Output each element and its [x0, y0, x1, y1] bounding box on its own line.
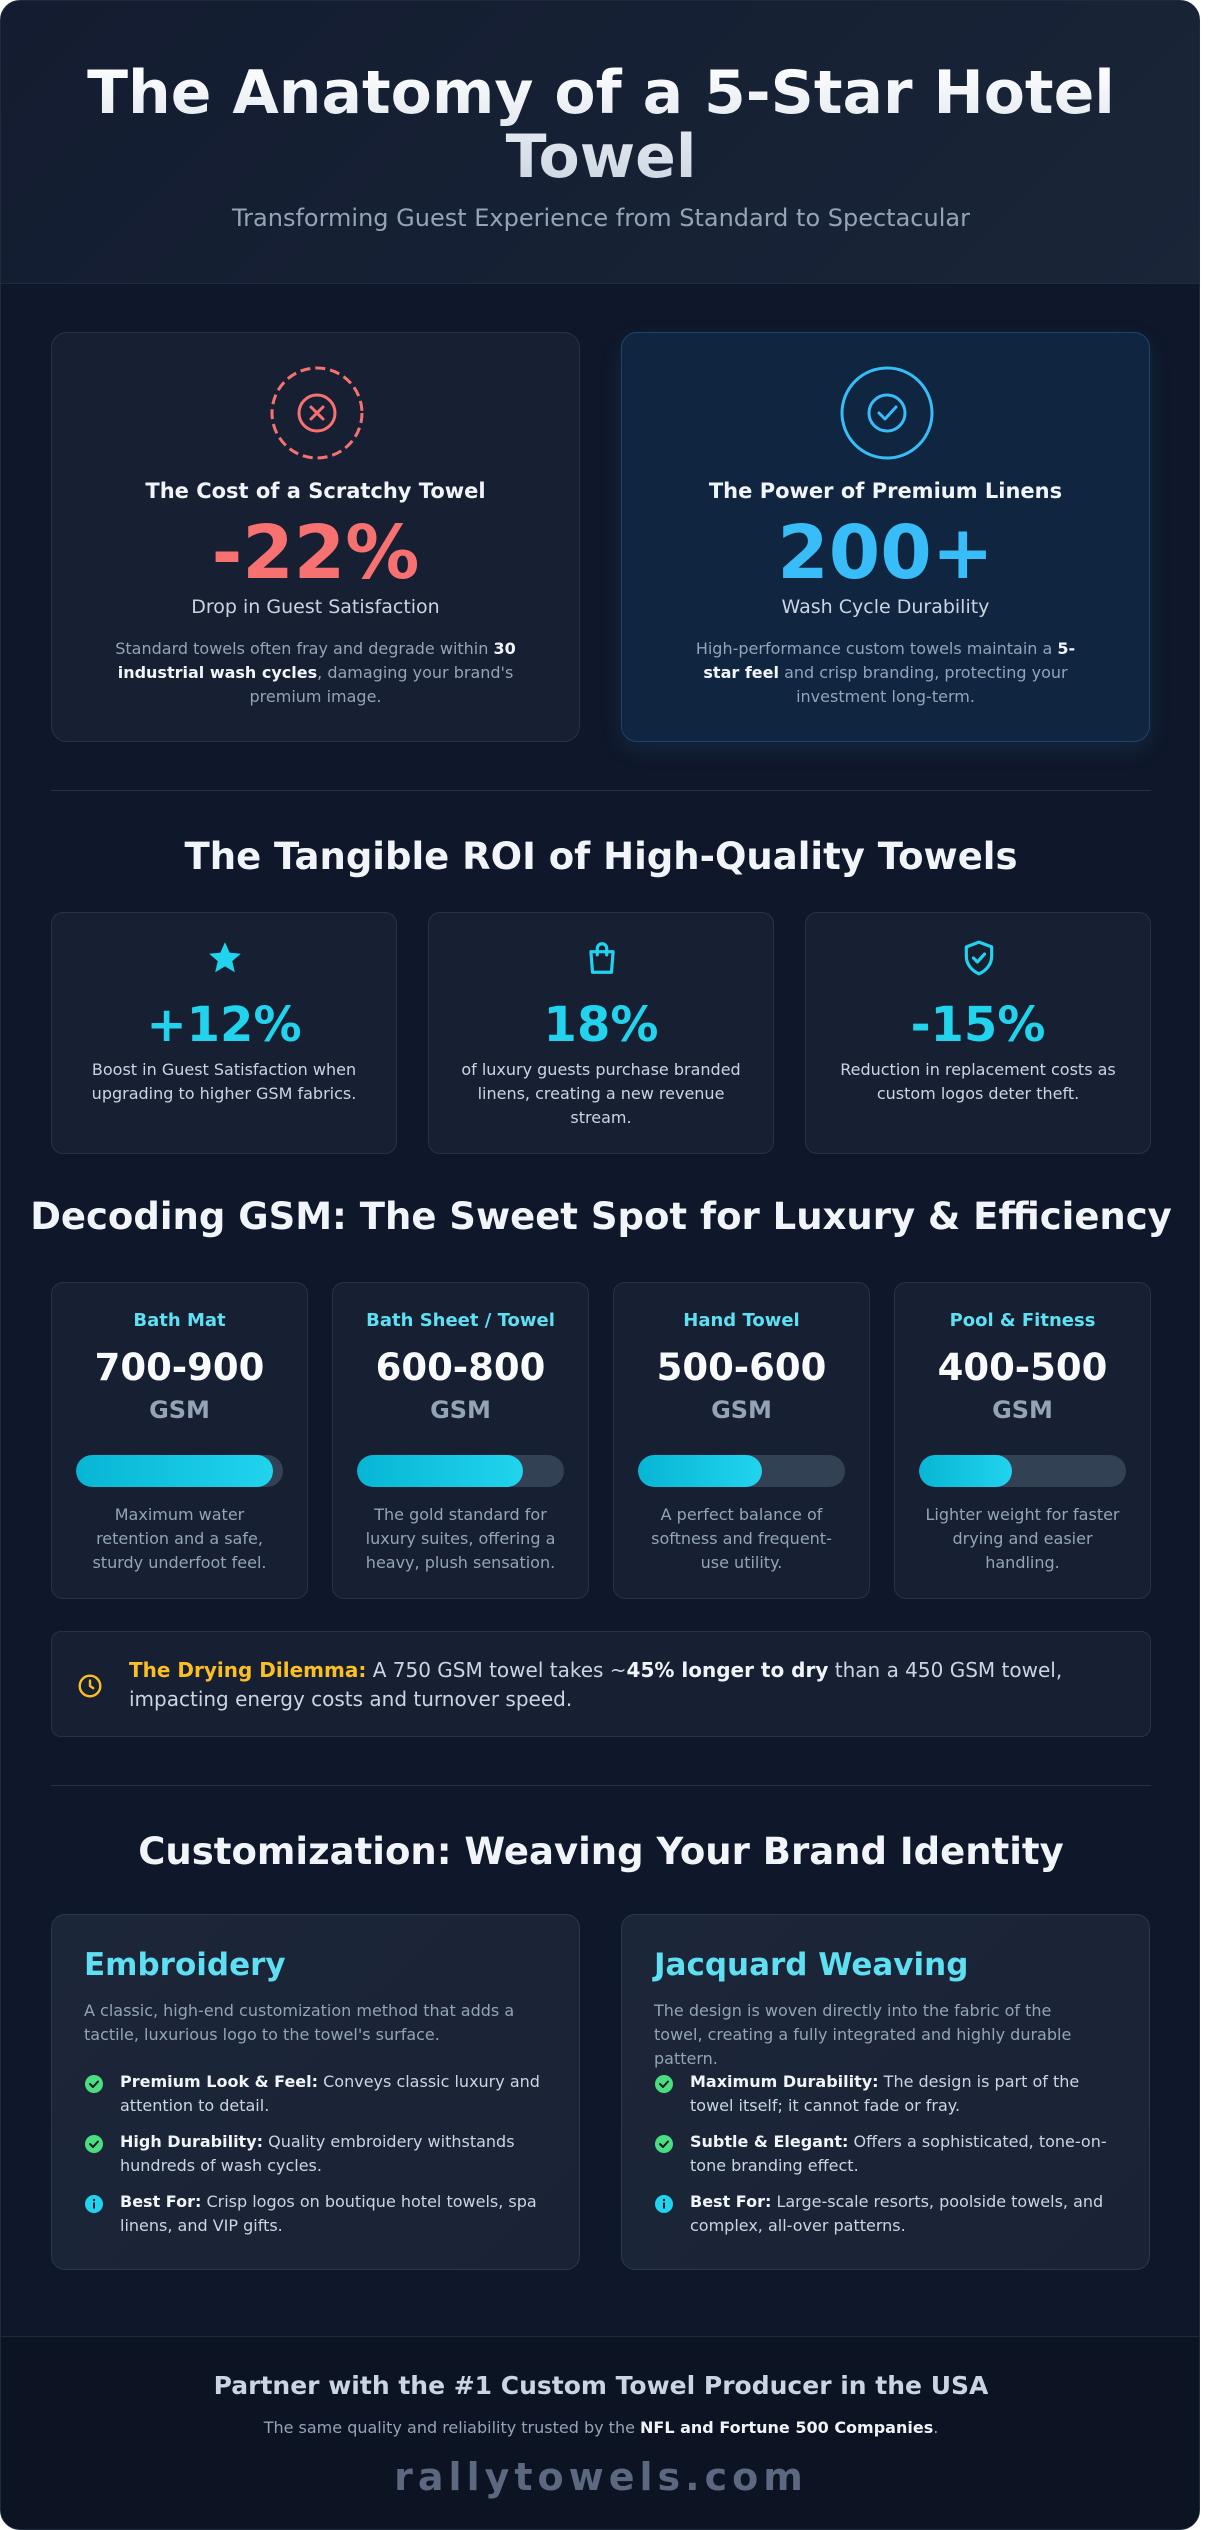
gsm-card-text: The gold standard for luxury suites, off…	[365, 1505, 556, 1572]
cost-card-title: The Cost of a Scratchy Towel	[145, 479, 486, 503]
roi-text: of luxury guests purchase branded linens…	[461, 1060, 741, 1127]
cost-card: The Cost of a Scratchy Towel -22% Drop i…	[51, 332, 580, 742]
power-card-title: The Power of Premium Linens	[708, 479, 1063, 503]
divider	[51, 1785, 1151, 1786]
page-title: The Anatomy of a 5-Star Hotel Towel	[81, 61, 1121, 189]
method-title: Embroidery	[84, 1947, 286, 1983]
shield-check-icon	[964, 940, 994, 976]
feature-item: Subtle & Elegant: Offers a sophisticated…	[654, 2130, 1119, 2178]
gsm-level-bar	[357, 1455, 564, 1487]
roi-text: Reduction in replacement costs as custom…	[840, 1060, 1116, 1103]
gsm-card-text: A perfect balance of softness and freque…	[651, 1505, 832, 1572]
header: The Anatomy of a 5-Star Hotel Towel Tran…	[1, 1, 1199, 284]
method-description: A classic, high-end customization method…	[84, 2001, 515, 2044]
gsm-card: Hand Towel 500-600 GSM A perfect balance…	[613, 1282, 870, 1599]
footer-title: Partner with the #1 Custom Towel Produce…	[213, 2371, 989, 2400]
page-subtitle: Transforming Guest Experience from Stand…	[232, 204, 970, 232]
method-title: Jacquard Weaving	[654, 1947, 969, 1983]
gsm-card-range: 500-600	[656, 1346, 827, 1389]
gsm-card-unit: GSM	[992, 1396, 1053, 1424]
gsm-level-fill	[919, 1455, 1013, 1487]
gsm-card-range: 400-500	[937, 1346, 1108, 1389]
cost-card-value: -22%	[211, 510, 420, 596]
feature-item: High Durability: Quality embroidery with…	[84, 2130, 549, 2178]
feature-item: Best For: Crisp logos on boutique hotel …	[84, 2190, 549, 2238]
roi-card: -15% Reduction in replacement costs as c…	[805, 912, 1151, 1154]
star-icon	[209, 942, 241, 973]
shopping-bag-icon	[589, 942, 615, 974]
gsm-level-fill	[638, 1455, 763, 1487]
roi-card: +12% Boost in Guest Satisfaction when up…	[51, 912, 397, 1154]
cost-card-description: Standard towels often fray and degrade w…	[115, 639, 516, 706]
gsm-level-bar	[76, 1455, 283, 1487]
gsm-level-fill	[76, 1455, 273, 1487]
cost-card-value-label: Drop in Guest Satisfaction	[191, 596, 440, 618]
drying-dilemma-text: The Drying Dilemma: A 750 GSM towel take…	[129, 1658, 1063, 1711]
gsm-card-text: Lighter weight for faster drying and eas…	[925, 1505, 1120, 1572]
info-icon	[655, 2195, 673, 2213]
check-icon	[85, 2135, 103, 2153]
gsm-card: Bath Sheet / Towel 600-800 GSM The gold …	[332, 1282, 589, 1599]
clock-icon	[78, 1674, 102, 1698]
info-icon	[85, 2195, 103, 2213]
power-card: The Power of Premium Linens 200+ Wash Cy…	[621, 332, 1150, 742]
feature-item: Best For: Large-scale resorts, poolside …	[654, 2190, 1119, 2238]
check-circle-icon	[840, 366, 934, 460]
feature-item: Maximum Durability: The design is part o…	[654, 2070, 1119, 2118]
gsm-level-fill	[357, 1455, 523, 1487]
customization-section-title: Customization: Weaving Your Brand Identi…	[138, 1830, 1064, 1873]
roi-value: -15%	[910, 997, 1046, 1053]
footer-subtitle: The same quality and reliability trusted…	[263, 2418, 939, 2437]
roi-card: 18% of luxury guests purchase branded li…	[428, 912, 774, 1154]
jacquard-card: Jacquard Weaving The design is woven dir…	[621, 1914, 1150, 2270]
infographic-page: The Anatomy of a 5-Star Hotel Towel Tran…	[0, 0, 1200, 2530]
footer: Partner with the #1 Custom Towel Produce…	[1, 2336, 1199, 2529]
divider	[51, 790, 1151, 791]
check-icon	[85, 2075, 103, 2093]
gsm-card-name: Bath Sheet / Towel	[366, 1310, 555, 1331]
gsm-card-name: Bath Mat	[133, 1310, 226, 1331]
roi-value: +12%	[146, 997, 302, 1053]
gsm-card-text: Maximum water retention and a safe, stur…	[92, 1505, 267, 1572]
gsm-card-range: 700-900	[94, 1346, 265, 1389]
brand-link[interactable]: rallytowels.com	[394, 2455, 808, 2499]
gsm-card-range: 600-800	[375, 1346, 546, 1389]
x-circle-icon	[270, 366, 364, 460]
drying-dilemma-note: The Drying Dilemma: A 750 GSM towel take…	[51, 1631, 1151, 1737]
power-card-value-label: Wash Cycle Durability	[781, 596, 990, 618]
check-icon	[655, 2135, 673, 2153]
gsm-card-unit: GSM	[149, 1396, 210, 1424]
power-card-description: High-performance custom towels maintain …	[695, 639, 1076, 706]
method-description: The design is woven directly into the fa…	[654, 2001, 1072, 2068]
roi-value: 18%	[543, 997, 659, 1053]
gsm-card: Bath Mat 700-900 GSM Maximum water reten…	[51, 1282, 308, 1599]
gsm-level-bar	[919, 1455, 1126, 1487]
gsm-section-title: Decoding GSM: The Sweet Spot for Luxury …	[30, 1195, 1172, 1238]
embroidery-card: Embroidery A classic, high-end customiza…	[51, 1914, 580, 2270]
gsm-card-unit: GSM	[711, 1396, 772, 1424]
roi-section-title: The Tangible ROI of High-Quality Towels	[184, 835, 1018, 878]
gsm-card-unit: GSM	[430, 1396, 491, 1424]
roi-text: Boost in Guest Satisfaction when upgradi…	[91, 1060, 357, 1103]
gsm-card: Pool & Fitness 400-500 GSM Lighter weigh…	[894, 1282, 1151, 1599]
gsm-card-name: Pool & Fitness	[949, 1310, 1096, 1331]
power-card-value: 200+	[777, 510, 994, 596]
gsm-card-name: Hand Towel	[683, 1310, 800, 1331]
gsm-level-bar	[638, 1455, 845, 1487]
check-icon	[655, 2075, 673, 2093]
feature-item: Premium Look & Feel: Conveys classic lux…	[84, 2070, 549, 2118]
